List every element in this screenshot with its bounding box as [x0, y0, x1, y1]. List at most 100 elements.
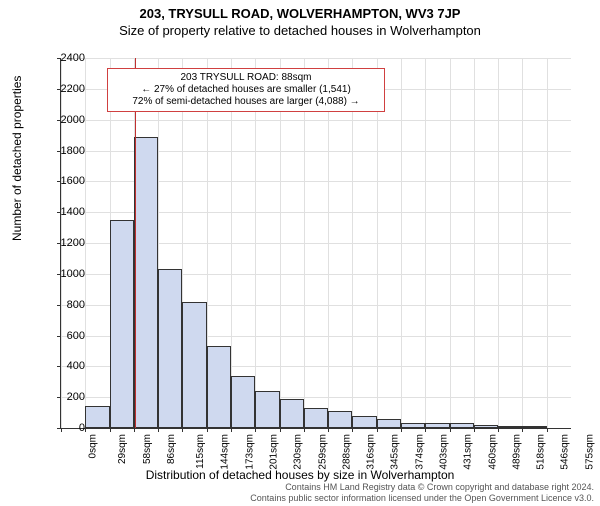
- xtick-label: 29sqm: [117, 434, 128, 464]
- xtick-mark: [377, 428, 378, 432]
- xtick-mark: [280, 428, 281, 432]
- xtick-mark: [85, 428, 86, 432]
- xtick-mark: [134, 428, 135, 432]
- histogram-bar: [401, 423, 425, 428]
- histogram-bar: [280, 399, 304, 428]
- gridline-h: [61, 120, 571, 121]
- histogram-bar: [255, 391, 279, 428]
- y-axis-label: Number of detached properties: [10, 76, 24, 241]
- footer-attribution: Contains HM Land Registry data © Crown c…: [250, 482, 594, 504]
- annotation-line1: 203 TRYSULL ROAD: 88sqm: [114, 72, 378, 84]
- xtick-label: 201sqm: [269, 434, 280, 470]
- xtick-mark: [522, 428, 523, 432]
- xtick-mark: [547, 428, 548, 432]
- annotation-box: 203 TRYSULL ROAD: 88sqm ← 27% of detache…: [107, 68, 385, 112]
- xtick-label: 259sqm: [317, 434, 328, 470]
- xtick-label: 288sqm: [341, 434, 352, 470]
- histogram-bar: [522, 426, 546, 428]
- annotation-line3: 72% of semi-detached houses are larger (…: [114, 96, 378, 108]
- histogram-bar: [474, 425, 498, 428]
- footer-line2: Contains public sector information licen…: [250, 493, 594, 504]
- xtick-label: 115sqm: [195, 434, 206, 469]
- histogram-bar: [304, 408, 328, 428]
- xtick-mark: [450, 428, 451, 432]
- xtick-label: 460sqm: [487, 434, 498, 470]
- histogram-bar: [85, 406, 109, 428]
- gridline-v: [231, 58, 232, 428]
- histogram-bar: [182, 302, 206, 428]
- xtick-mark: [255, 428, 256, 432]
- footer-line1: Contains HM Land Registry data © Crown c…: [250, 482, 594, 493]
- xtick-label: 546sqm: [560, 434, 571, 470]
- xtick-mark: [304, 428, 305, 432]
- xtick-label: 345sqm: [390, 434, 401, 470]
- xtick-mark: [207, 428, 208, 432]
- chart-container: [60, 58, 570, 428]
- histogram-bar: [498, 426, 522, 428]
- histogram-bar: [110, 220, 134, 428]
- xtick-mark: [352, 428, 353, 432]
- ytick-label: 800: [45, 299, 85, 311]
- histogram-bar: [352, 416, 376, 428]
- xtick-label: 316sqm: [366, 434, 377, 470]
- page-title-address: 203, TRYSULL ROAD, WOLVERHAMPTON, WV3 7J…: [0, 6, 600, 21]
- ytick-label: 2200: [45, 83, 85, 95]
- xtick-mark: [328, 428, 329, 432]
- xtick-label: 230sqm: [293, 434, 304, 470]
- xtick-label: 86sqm: [166, 434, 177, 464]
- page-subtitle: Size of property relative to detached ho…: [0, 23, 600, 38]
- gridline-v: [328, 58, 329, 428]
- ytick-label: 0: [45, 422, 85, 434]
- plot-area: [60, 58, 571, 429]
- ytick-label: 1000: [45, 268, 85, 280]
- xtick-label: 58sqm: [142, 434, 153, 464]
- ytick-label: 1200: [45, 237, 85, 249]
- gridline-v: [450, 58, 451, 428]
- ytick-label: 1400: [45, 206, 85, 218]
- gridline-v: [377, 58, 378, 428]
- ytick-label: 600: [45, 330, 85, 342]
- xtick-mark: [158, 428, 159, 432]
- xtick-mark: [474, 428, 475, 432]
- xtick-label: 374sqm: [414, 434, 425, 470]
- histogram-bar: [207, 346, 231, 428]
- xtick-label: 0sqm: [87, 434, 98, 458]
- xtick-mark: [401, 428, 402, 432]
- xtick-mark: [231, 428, 232, 432]
- ytick-label: 200: [45, 391, 85, 403]
- annotation-line2: ← 27% of detached houses are smaller (1,…: [114, 84, 378, 96]
- gridline-v: [425, 58, 426, 428]
- histogram-bar: [231, 376, 255, 428]
- xtick-label: 431sqm: [463, 434, 474, 470]
- ytick-label: 1800: [45, 145, 85, 157]
- xtick-label: 144sqm: [220, 434, 231, 470]
- gridline-v: [474, 58, 475, 428]
- x-axis-label: Distribution of detached houses by size …: [0, 468, 600, 482]
- property-marker-line: [135, 58, 136, 428]
- gridline-v: [547, 58, 548, 428]
- histogram-bar: [377, 419, 401, 428]
- histogram-bar: [134, 137, 158, 428]
- xtick-mark: [182, 428, 183, 432]
- ytick-label: 400: [45, 360, 85, 372]
- gridline-v: [280, 58, 281, 428]
- ytick-label: 2400: [45, 52, 85, 64]
- gridline-v: [255, 58, 256, 428]
- gridline-v: [522, 58, 523, 428]
- xtick-label: 403sqm: [439, 434, 450, 470]
- gridline-h: [61, 58, 571, 59]
- histogram-bar: [425, 423, 449, 428]
- gridline-v: [85, 58, 86, 428]
- histogram-bar: [158, 269, 182, 428]
- xtick-label: 518sqm: [536, 434, 547, 470]
- ytick-label: 2000: [45, 114, 85, 126]
- xtick-label: 575sqm: [584, 434, 595, 470]
- xtick-label: 173sqm: [244, 434, 255, 470]
- ytick-label: 1600: [45, 175, 85, 187]
- xtick-mark: [425, 428, 426, 432]
- xtick-label: 489sqm: [511, 434, 522, 470]
- gridline-v: [498, 58, 499, 428]
- gridline-v: [352, 58, 353, 428]
- histogram-bar: [328, 411, 352, 428]
- gridline-v: [304, 58, 305, 428]
